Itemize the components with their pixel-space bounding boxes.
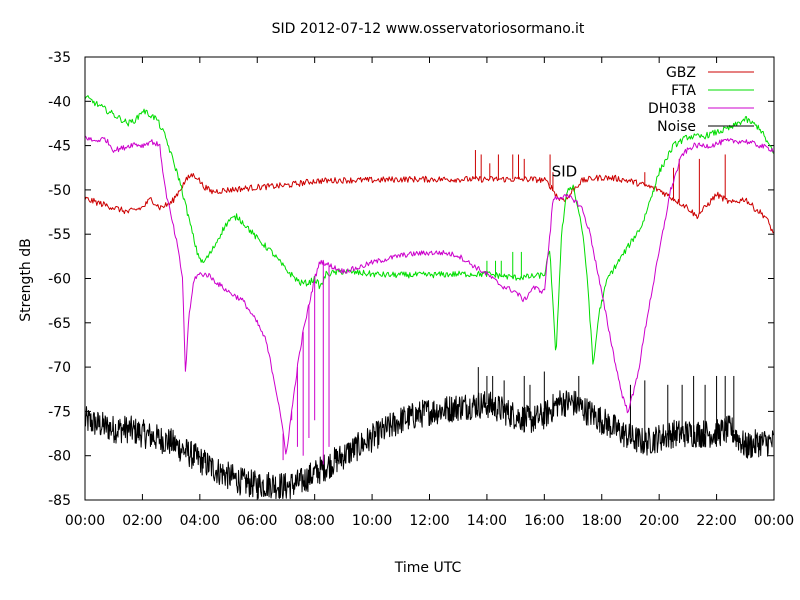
chart-title: SID 2012-07-12 www.osservatoriosormano.i…	[272, 21, 585, 37]
series-lines	[84, 95, 775, 500]
x-tick-label: 22:00	[696, 513, 736, 529]
x-tick-label: 06:00	[237, 513, 277, 529]
y-tick-label: -85	[48, 493, 71, 509]
x-tick-label: 16:00	[524, 513, 564, 529]
x-tick-label: 08:00	[294, 513, 334, 529]
x-tick-label: 10:00	[352, 513, 392, 529]
y-tick-label: -75	[48, 404, 71, 420]
annotations: SID	[552, 163, 578, 181]
series-line-dh038	[84, 135, 775, 455]
y-tick-label: -40	[48, 94, 71, 110]
y-tick-label: -70	[48, 360, 71, 376]
legend-label-fta: FTA	[671, 83, 696, 99]
y-tick-label: -45	[48, 139, 71, 155]
legend: GBZ FTA DH038 Noise	[648, 65, 754, 135]
y-axis-label: Strength dB	[18, 238, 34, 322]
legend-label-dh038: DH038	[648, 101, 696, 117]
legend-label-noise: Noise	[657, 119, 696, 135]
x-tick-label: 00:00	[754, 513, 794, 529]
legend-label-gbz: GBZ	[666, 65, 696, 81]
x-axis-label: Time UTC	[394, 560, 462, 576]
y-tick-label: -65	[48, 316, 71, 332]
y-tick-label: -60	[48, 272, 71, 288]
series-line-noise	[84, 390, 775, 500]
y-tick-label: -80	[48, 449, 71, 465]
annotation-sid-label: SID	[552, 163, 578, 181]
x-tick-label: 02:00	[122, 513, 162, 529]
series-line-gbz	[84, 173, 775, 234]
x-tick-label: 20:00	[639, 513, 679, 529]
axis-ticks: 00:00 02:00 04:00 06:00 08:00 10:00 12:00 14:00…	[48, 50, 794, 529]
x-tick-label: 00:00	[65, 513, 105, 529]
y-tick-label: -35	[48, 50, 71, 66]
y-tick-label: -50	[48, 183, 71, 199]
x-tick-label: 12:00	[409, 513, 449, 529]
series-line-fta	[84, 95, 775, 365]
x-tick-label: 04:00	[180, 513, 220, 529]
x-tick-label: 18:00	[582, 513, 622, 529]
y-tick-label: -55	[48, 227, 71, 243]
plot-frame	[84, 56, 775, 501]
x-tick-label: 14:00	[467, 513, 507, 529]
